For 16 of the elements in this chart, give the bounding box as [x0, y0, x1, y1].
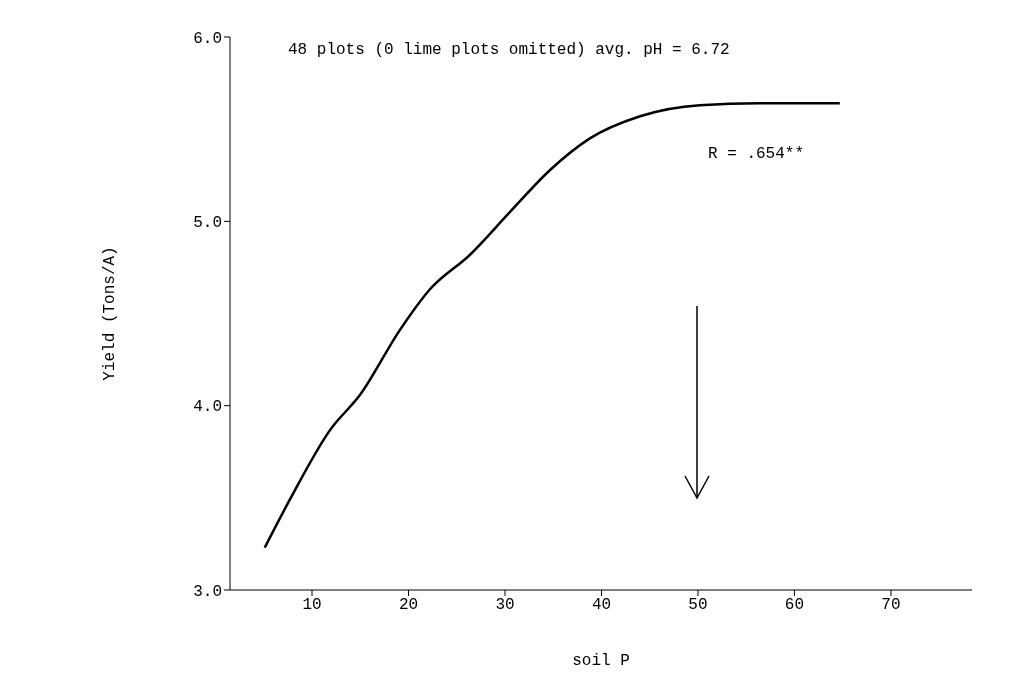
x-tick-label: 20: [398, 596, 419, 615]
annotation: R = .654**: [708, 145, 805, 163]
y-tick-label: 4.0: [193, 398, 222, 417]
annotation: 48 plots (0 lime plots omitted) avg. pH = 6.72: [288, 41, 730, 59]
x-tick-label: 60: [784, 596, 805, 615]
y-tick-label: 3.0: [193, 582, 222, 601]
x-tick-label: 10: [302, 596, 322, 615]
x-tick-label: 70: [881, 596, 901, 615]
x-tick-label: 30: [495, 596, 515, 615]
y-tick-label: 5.0: [193, 214, 222, 233]
x-tick-label: 40: [591, 596, 612, 615]
y-tick-label: 6.0: [193, 29, 222, 48]
y-axis-title: Yield (Tons/A): [100, 246, 119, 381]
line-series: [263, 102, 842, 549]
x-tick-label: 50: [688, 596, 708, 615]
x-axis-title: soil P: [572, 652, 630, 670]
